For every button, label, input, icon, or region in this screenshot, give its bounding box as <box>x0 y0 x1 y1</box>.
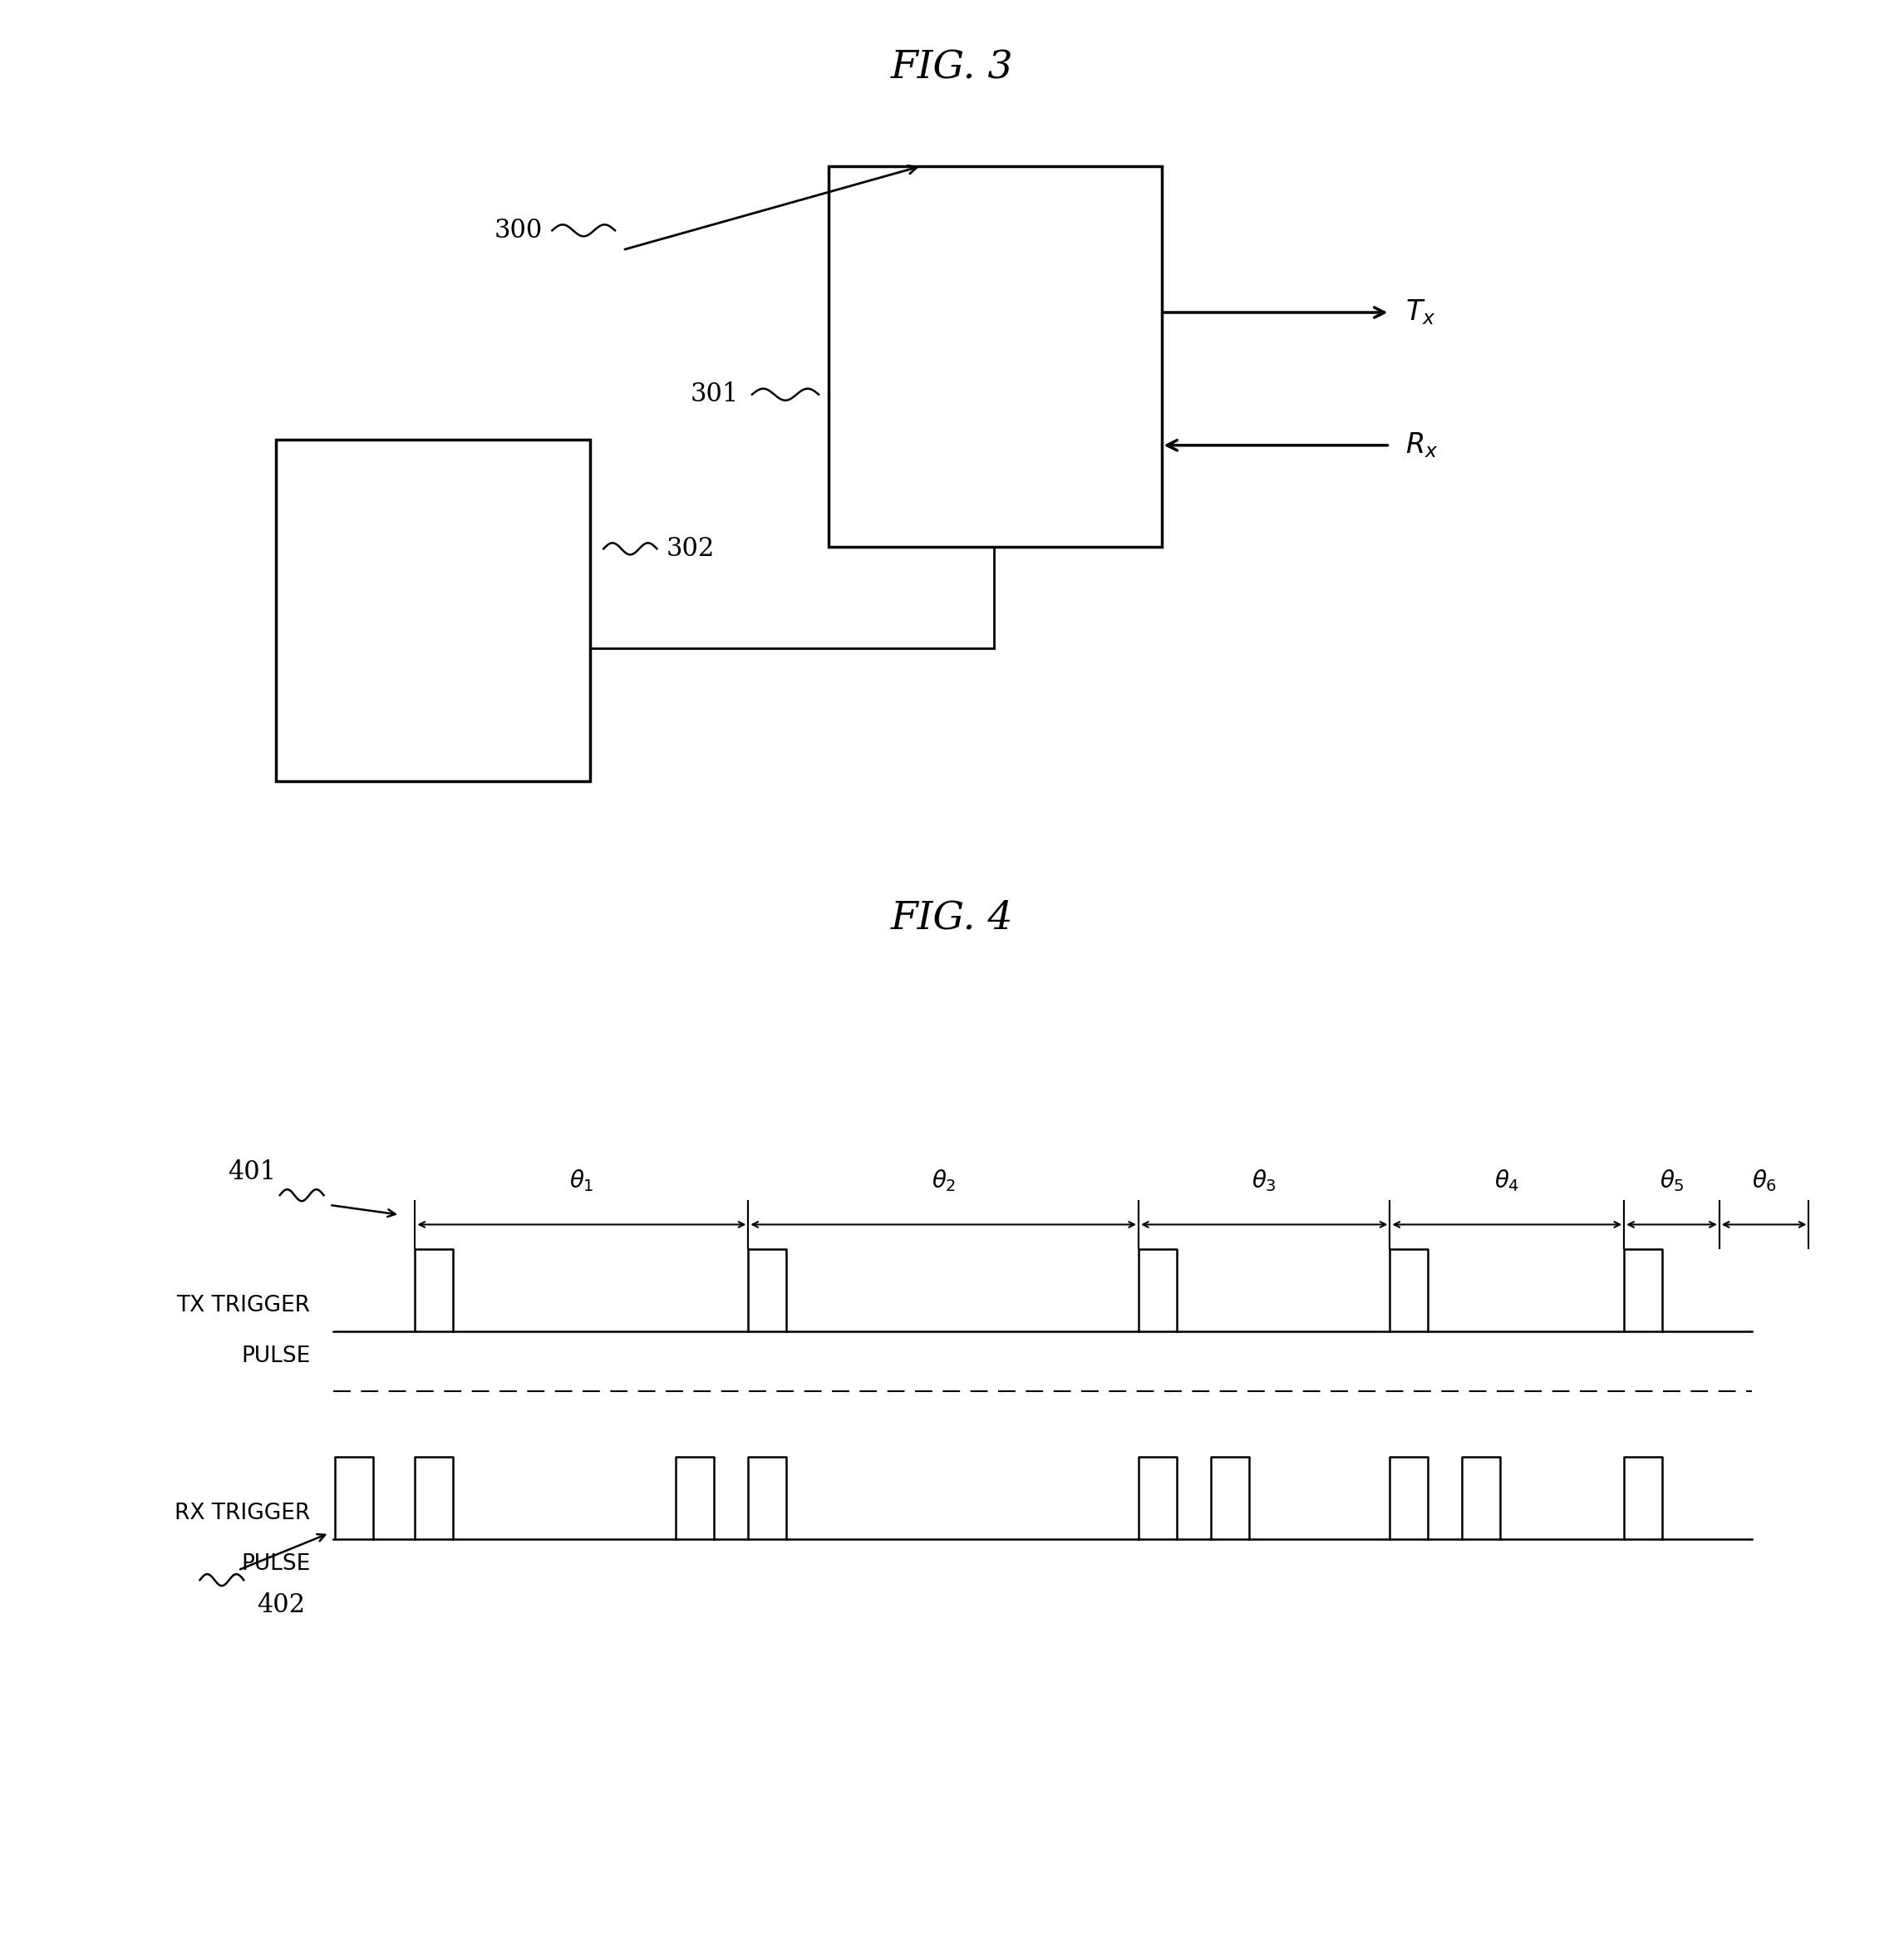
Text: $T_x$: $T_x$ <box>1405 299 1436 326</box>
Text: $R_x$: $R_x$ <box>1405 432 1438 459</box>
Text: 300: 300 <box>495 217 543 244</box>
Bar <box>276 439 590 781</box>
Text: $\theta_1$: $\theta_1$ <box>569 1168 594 1193</box>
Text: $\theta_5$: $\theta_5$ <box>1660 1168 1683 1193</box>
Text: 302: 302 <box>666 535 714 562</box>
Text: $\theta_6$: $\theta_6$ <box>1752 1168 1776 1193</box>
Text: TX TRIGGER: TX TRIGGER <box>177 1295 310 1316</box>
Text: PULSE: PULSE <box>242 1553 310 1576</box>
Text: RX TRIGGER: RX TRIGGER <box>175 1502 310 1525</box>
Text: $\theta_2$: $\theta_2$ <box>931 1168 956 1193</box>
Text: 301: 301 <box>691 381 739 408</box>
Text: $\theta_3$: $\theta_3$ <box>1251 1168 1278 1193</box>
Bar <box>828 166 1161 547</box>
Text: 402: 402 <box>257 1592 305 1619</box>
Text: 401: 401 <box>228 1160 276 1185</box>
Text: FIG. 4: FIG. 4 <box>891 898 1013 937</box>
Text: $\theta_4$: $\theta_4$ <box>1495 1168 1519 1193</box>
Text: PULSE: PULSE <box>242 1346 310 1367</box>
Text: FIG. 3: FIG. 3 <box>891 49 1013 88</box>
